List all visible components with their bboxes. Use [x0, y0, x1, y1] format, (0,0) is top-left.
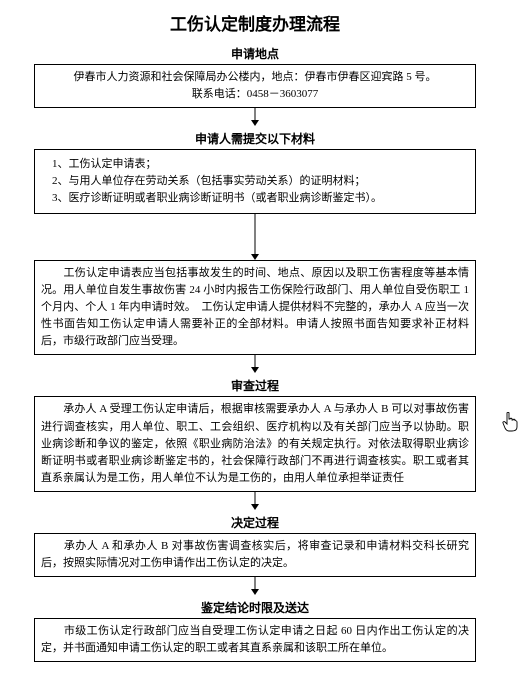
- step-label: 申请地点: [4, 45, 506, 62]
- step-box: 市级工伤认定行政部门应当自受理工伤认定申请之日起 60 日内作出工伤认定的决定，…: [34, 618, 476, 662]
- page-root: 工伤认定制度办理流程 申请地点伊春市人力资源和社会保障局办公楼内，地点：伊春市伊…: [4, 0, 506, 662]
- down-arrow-icon: [245, 355, 265, 373]
- step-label: 决定过程: [4, 514, 506, 531]
- down-arrow-icon: [245, 214, 265, 260]
- step-text: 市级工伤认定行政部门应当自受理工伤认定申请之日起 60 日内作出工伤认定的决定，…: [41, 623, 469, 657]
- step-box: 承办人 A 受理工伤认定申请后，根据审核需要承办人 A 与承办人 B 可以对事故…: [34, 396, 476, 491]
- step-text: 工伤认定申请表应当包括事故发生的时间、地点、原因以及职工伤害程度等基本情况。用人…: [41, 265, 469, 350]
- step-box: 伊春市人力资源和社会保障局办公楼内，地点：伊春市伊春区迎宾路 5 号。联系电话：…: [34, 64, 476, 108]
- flow-container: 申请地点伊春市人力资源和社会保障局办公楼内，地点：伊春市伊春区迎宾路 5 号。联…: [4, 45, 506, 662]
- page-title: 工伤认定制度办理流程: [4, 10, 506, 35]
- step-text: 承办人 A 和承办人 B 对事故伤害调查核实后，将审查记录和申请材料交科长研究后…: [41, 538, 469, 572]
- hand-cursor-icon: [502, 412, 518, 432]
- list-item: 3、医疗诊断证明或者职业病诊断证明书（或者职业病诊断鉴定书）。: [41, 190, 469, 207]
- step-label: 申请人需提交以下材料: [4, 130, 506, 147]
- list-item: 1、工伤认定申请表；: [41, 156, 469, 173]
- step-label: 审查过程: [4, 377, 506, 394]
- list-item: 2、与用人单位存在劳动关系（包括事实劳动关系）的证明材料；: [41, 173, 469, 190]
- down-arrow-icon: [245, 492, 265, 510]
- step-box: 工伤认定申请表应当包括事故发生的时间、地点、原因以及职工伤害程度等基本情况。用人…: [34, 260, 476, 355]
- step-box: 1、工伤认定申请表；2、与用人单位存在劳动关系（包括事实劳动关系）的证明材料；3…: [34, 149, 476, 214]
- step-box: 承办人 A 和承办人 B 对事故伤害调查核实后，将审查记录和申请材料交科长研究后…: [34, 533, 476, 577]
- step-text: 联系电话：0458－3603077: [41, 86, 469, 103]
- step-text: 承办人 A 受理工伤认定申请后，根据审核需要承办人 A 与承办人 B 可以对事故…: [41, 401, 469, 486]
- down-arrow-icon: [245, 108, 265, 126]
- step-text: 伊春市人力资源和社会保障局办公楼内，地点：伊春市伊春区迎宾路 5 号。: [41, 69, 469, 86]
- requirements-list: 1、工伤认定申请表；2、与用人单位存在劳动关系（包括事实劳动关系）的证明材料；3…: [41, 156, 469, 207]
- down-arrow-icon: [245, 577, 265, 595]
- step-label: 鉴定结论时限及送达: [4, 599, 506, 616]
